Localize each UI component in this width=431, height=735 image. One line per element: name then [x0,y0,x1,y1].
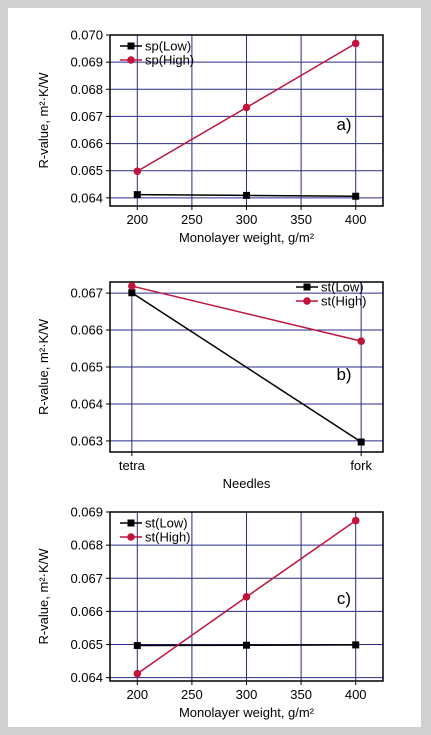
legend-label: sp(Low) [145,39,191,54]
legend-marker-circle [127,56,135,64]
data-point-circle [351,39,360,48]
y-tick-label: 0.068 [70,538,103,553]
y-tick-label: 0.069 [70,55,103,70]
legend-label: sp(High) [145,53,194,68]
data-point-circle [128,282,136,290]
y-axis-label: R-value, m²·K/W [36,72,51,169]
legend-marker-square [127,42,135,50]
x-tick-label: 300 [236,687,258,702]
y-tick-label: 0.064 [70,190,103,205]
panel-label: a) [336,115,351,134]
data-point-circle [242,593,251,601]
panel-label: c) [337,589,351,608]
data-point-circle [133,167,142,176]
y-tick-label: 0.067 [70,286,103,301]
x-tick-label: 250 [181,687,203,702]
plot-frame [109,34,384,207]
y-tick-label: 0.067 [70,571,103,586]
data-point-square [133,191,141,199]
legend-marker-square [303,283,311,291]
data-point-square [352,641,360,649]
x-tick-label: 400 [345,212,367,227]
x-axis-label: Monolayer weight, g/m² [179,230,315,245]
x-tick-label: 200 [126,212,148,227]
data-point-circle [242,103,251,112]
y-tick-label: 0.070 [70,28,103,43]
legend-marker-square [127,519,135,527]
data-point-circle [133,669,142,678]
legend-label: st(Low) [145,516,188,531]
y-tick-label: 0.065 [70,360,103,375]
y-tick-label: 0.069 [70,505,103,520]
y-tick-label: 0.068 [70,82,103,97]
y-tick-label: 0.066 [70,604,103,619]
data-point-square [133,642,141,650]
data-point-square [128,289,136,297]
x-axis-label: Needles [223,476,271,491]
chart-panel-3: 0.064 0.065 0.066 0.067 0.068 0.069 200 250 300 3… [36,505,384,720]
y-tick-label: 0.066 [70,136,103,151]
plot-frame [109,281,384,453]
legend-label: st(High) [321,294,367,309]
series-line-high [131,285,362,342]
data-point-square [357,438,365,446]
y-axis-label: R-value, m²·K/W [36,548,51,645]
data-point-square [243,641,250,649]
y-tick-label: 0.063 [70,433,103,448]
x-tick-label: 200 [126,687,148,702]
chart-panel-1: 0.064 0.065 0.066 0.067 0.068 0.069 0.070 200 25… [36,28,384,245]
data-point-circle [351,516,360,525]
x-tick-label: 350 [290,212,312,227]
y-tick-label: 0.064 [70,396,103,411]
y-tick-label: 0.065 [70,163,103,178]
x-tick-label: 350 [290,687,312,702]
legend-marker-circle [303,297,311,305]
panel-label: b) [336,365,351,384]
x-tick-label: 250 [181,212,203,227]
y-tick-label: 0.064 [70,670,103,685]
x-axis-label: Monolayer weight, g/m² [179,705,315,720]
x-tick-label: fork [350,458,372,473]
x-tick-label: 300 [236,212,258,227]
legend-marker-circle [127,533,135,541]
y-tick-label: 0.065 [70,637,103,652]
data-point-square [352,192,360,200]
legend-label: st(Low) [321,280,364,295]
series-line-low [131,292,362,443]
y-tick-label: 0.067 [70,109,103,124]
data-point-circle [357,337,365,345]
data-point-square [243,191,250,199]
plot-frame [109,511,384,682]
x-tick-label: tetra [119,458,146,473]
y-tick-label: 0.066 [70,323,103,338]
chart-panel-2: 0.063 0.064 0.065 0.066 0.067 tetra fork Needle… [36,280,384,491]
y-axis-label: R-value, m²·K/W [36,318,51,415]
x-tick-label: 400 [345,687,367,702]
legend-label: st(High) [145,530,191,545]
